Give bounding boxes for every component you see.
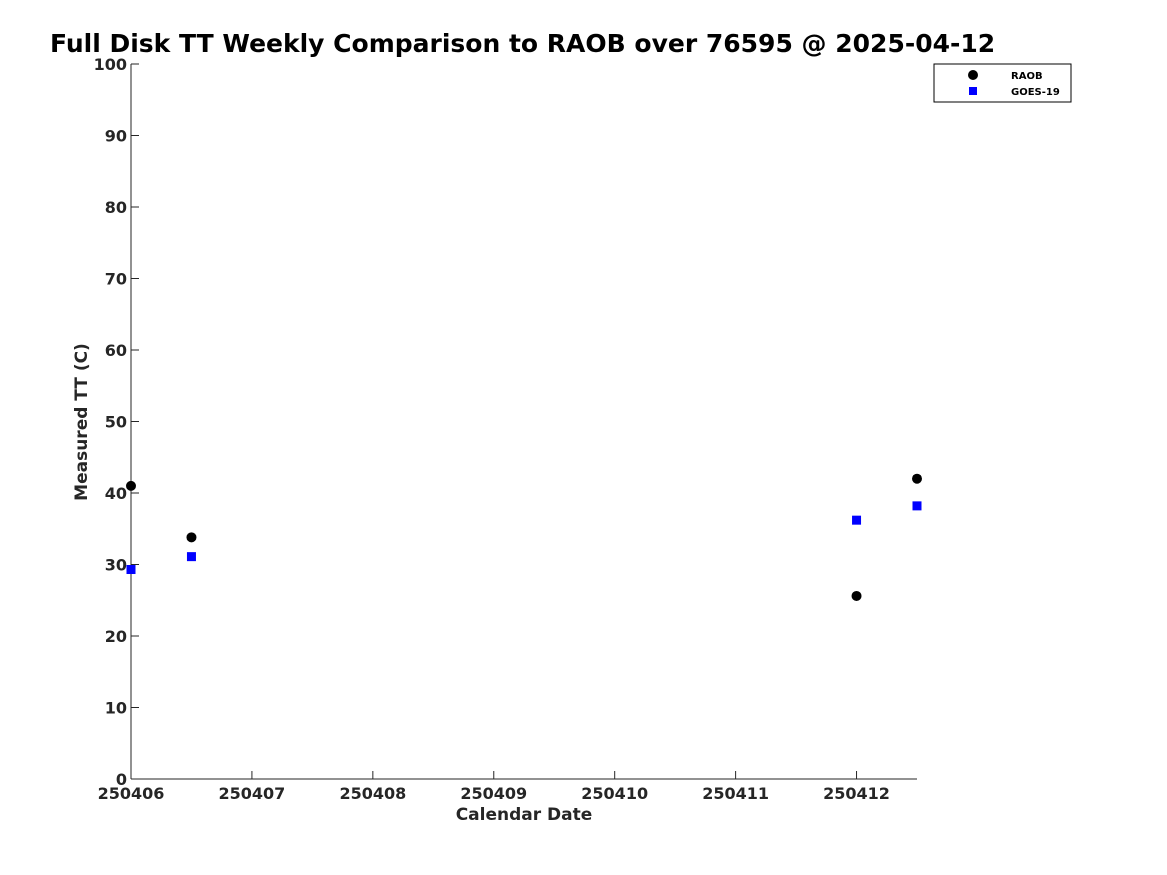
- legend: RAOB GOES-19: [933, 63, 1072, 103]
- legend-box: [933, 63, 1072, 103]
- y-tick-label: 60: [105, 341, 127, 360]
- plot-points: [126, 473, 922, 601]
- point-raob: [186, 532, 197, 543]
- y-tick-label: 30: [105, 556, 127, 575]
- y-tick-label: 90: [105, 127, 127, 146]
- y-ticks: 0 10 20 30 40 50 60 70 80 90 100: [94, 55, 139, 789]
- y-tick-label: 20: [105, 627, 127, 646]
- x-tick-label: 250411: [702, 784, 769, 803]
- point-goes19: [852, 515, 862, 525]
- legend-marker-raob: [968, 70, 978, 80]
- y-tick-label: 100: [94, 55, 127, 74]
- y-tick-label: 80: [105, 198, 127, 217]
- chart-title: Full Disk TT Weekly Comparison to RAOB o…: [50, 29, 995, 58]
- x-tick-label: 250410: [581, 784, 648, 803]
- y-tick-label: 50: [105, 413, 127, 432]
- x-tick-label: 250407: [219, 784, 286, 803]
- x-tick-label: 250408: [339, 784, 406, 803]
- legend-marker-goes19: [969, 87, 977, 95]
- point-goes19: [912, 501, 922, 511]
- point-goes19: [126, 565, 136, 575]
- point-raob: [126, 480, 136, 491]
- point-raob: [851, 590, 862, 601]
- x-tick-label: 250409: [460, 784, 527, 803]
- x-ticks: 250406 250407 250408 250409 250410 250411 2504…: [98, 771, 890, 803]
- y-tick-label: 70: [105, 270, 127, 289]
- y-axis-label: Measured TT (C): [72, 343, 92, 501]
- x-tick-label: 250412: [823, 784, 890, 803]
- point-raob: [912, 473, 922, 484]
- x-axis-label: Calendar Date: [456, 805, 593, 825]
- y-tick-label: 0: [116, 770, 127, 789]
- y-tick-label: 40: [105, 484, 127, 503]
- legend-label-raob: RAOB: [1011, 71, 1043, 82]
- y-tick-label: 10: [105, 699, 127, 718]
- point-goes19: [186, 552, 196, 562]
- legend-label-goes19: GOES-19: [1011, 87, 1060, 98]
- x-tick-label: 250406: [98, 784, 165, 803]
